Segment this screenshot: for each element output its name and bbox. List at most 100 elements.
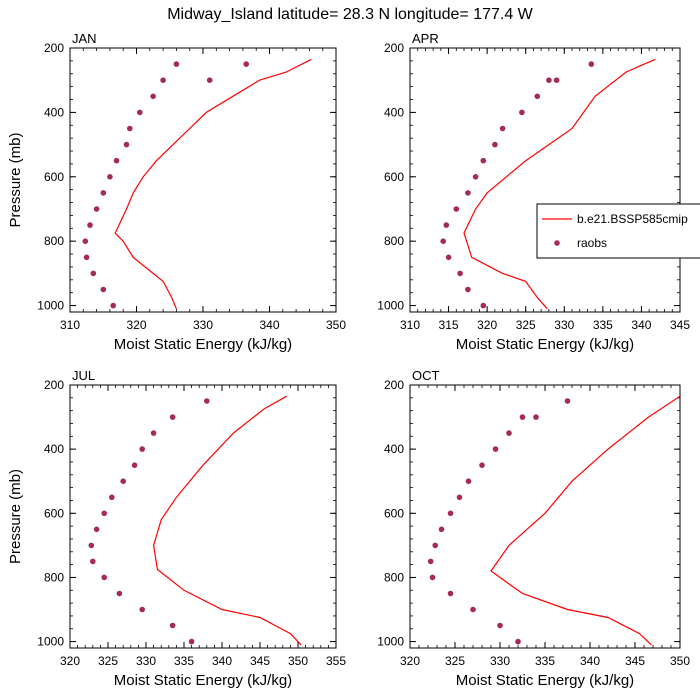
- y-tick-label: 400: [384, 105, 404, 119]
- raobs-point: [204, 398, 210, 404]
- raobs-point: [110, 302, 116, 309]
- x-tick-label: 330: [490, 654, 510, 668]
- raobs-point: [150, 93, 156, 100]
- panel-label: JUL: [72, 368, 95, 383]
- y-axis-title: Pressure (mb): [7, 469, 24, 564]
- raobs-point: [457, 270, 463, 277]
- raobs-point: [109, 494, 115, 501]
- raobs-point: [519, 414, 526, 420]
- raobs-point: [173, 61, 180, 67]
- x-tick-label: 310: [60, 318, 80, 332]
- legend: b.e21.BSSP585cmip raobs: [536, 203, 700, 259]
- raobs-point: [120, 478, 126, 485]
- raobs-point: [470, 606, 476, 613]
- raobs-point: [83, 254, 90, 261]
- x-tick-label: 320: [60, 654, 80, 668]
- raobs-point: [447, 590, 454, 597]
- raobs-point: [546, 77, 552, 83]
- raobs-point: [515, 638, 521, 645]
- x-tick-label: 310: [400, 318, 420, 332]
- raobs-point: [533, 414, 539, 420]
- y-tick-label: 400: [44, 105, 64, 119]
- raobs-point: [427, 558, 434, 565]
- x-tick-label: 320: [126, 318, 146, 332]
- raobs-point: [116, 590, 123, 597]
- plot-frame: [409, 47, 681, 313]
- x-tick-label: 335: [535, 654, 555, 668]
- raobs-point: [101, 510, 107, 517]
- raobs-point: [100, 190, 107, 196]
- series-line-model: [490, 395, 680, 646]
- raobs-point: [88, 542, 95, 549]
- y-tick-label: 400: [384, 442, 404, 456]
- raobs-point: [93, 526, 100, 533]
- panel-label: APR: [412, 31, 439, 46]
- panel-label: JAN: [72, 31, 97, 46]
- y-tick-label: 1000: [37, 299, 64, 313]
- x-tick-label: 330: [554, 318, 574, 332]
- raobs-point: [492, 446, 499, 452]
- y-tick-label: 200: [384, 378, 404, 392]
- y-tick-label: 200: [384, 41, 404, 55]
- x-tick-label: 315: [439, 318, 459, 332]
- series-line-model: [114, 58, 312, 310]
- legend-box: [536, 203, 700, 259]
- x-axis-title: Moist Static Energy (kJ/kg): [456, 336, 634, 353]
- raobs-point: [440, 238, 447, 244]
- x-axis-title: Moist Static Energy (kJ/kg): [456, 672, 634, 689]
- panel-jan: JAN 310 320 330 340 350 200 400 600 800 1000 Moist …: [7, 31, 346, 353]
- x-tick-label: 350: [288, 654, 308, 668]
- raobs-point: [127, 125, 133, 132]
- raobs-point: [101, 574, 107, 581]
- legend-marker-swatch: [554, 240, 560, 246]
- y-tick-label: 400: [44, 442, 64, 456]
- raobs-point: [90, 558, 96, 565]
- y-tick-label: 600: [384, 506, 404, 520]
- raobs-point: [438, 526, 445, 533]
- panels: JAN 310 320 330 340 350 200 400 600 800 1000 Moist …: [7, 31, 690, 689]
- raobs-point: [169, 622, 176, 629]
- x-tick-label: 350: [670, 654, 690, 668]
- x-tick-label: 355: [326, 654, 346, 668]
- x-tick-label: 340: [580, 654, 600, 668]
- x-tick-label: 325: [98, 654, 118, 668]
- raobs-point: [465, 286, 471, 293]
- raobs-point: [480, 157, 487, 164]
- x-tick-label: 335: [174, 654, 194, 668]
- x-tick-label: 325: [445, 654, 465, 668]
- x-tick-label: 345: [625, 654, 645, 668]
- x-tick-label: 320: [400, 654, 420, 668]
- legend-label: b.e21.BSSP585cmip: [577, 212, 688, 226]
- raobs-point: [465, 478, 472, 485]
- raobs-point: [588, 61, 595, 67]
- raobs-point: [453, 206, 460, 212]
- raobs-point: [497, 622, 503, 629]
- y-tick-label: 200: [44, 41, 64, 55]
- raobs-point: [160, 77, 166, 83]
- panel-jul: JUL 320 325 330 335 340 345 350 355 200 400 600 800 1…: [7, 368, 346, 689]
- figure-title: Midway_Island latitude= 28.3 N longitude…: [167, 6, 533, 23]
- y-tick-label: 800: [44, 570, 64, 584]
- x-tick-label: 345: [250, 654, 270, 668]
- y-tick-label: 800: [384, 570, 404, 584]
- raobs-point: [188, 638, 195, 645]
- y-tick-label: 600: [44, 506, 64, 520]
- raobs-point: [445, 254, 452, 261]
- series-line-model: [152, 395, 302, 646]
- x-tick-label: 340: [259, 318, 279, 332]
- y-tick-label: 600: [384, 170, 404, 184]
- raobs-point: [499, 125, 506, 132]
- raobs-point: [443, 222, 450, 228]
- panel-label: OCT: [412, 368, 440, 383]
- y-tick-label: 1000: [377, 635, 404, 649]
- raobs-point: [553, 77, 560, 83]
- y-tick-label: 800: [384, 234, 404, 248]
- x-tick-label: 340: [212, 654, 232, 668]
- raobs-point: [479, 462, 485, 469]
- x-tick-label: 330: [193, 318, 213, 332]
- y-axis-title: Pressure (mb): [7, 132, 24, 227]
- raobs-point: [492, 141, 498, 148]
- series-line-model: [463, 58, 656, 310]
- legend-label: raobs: [577, 236, 607, 250]
